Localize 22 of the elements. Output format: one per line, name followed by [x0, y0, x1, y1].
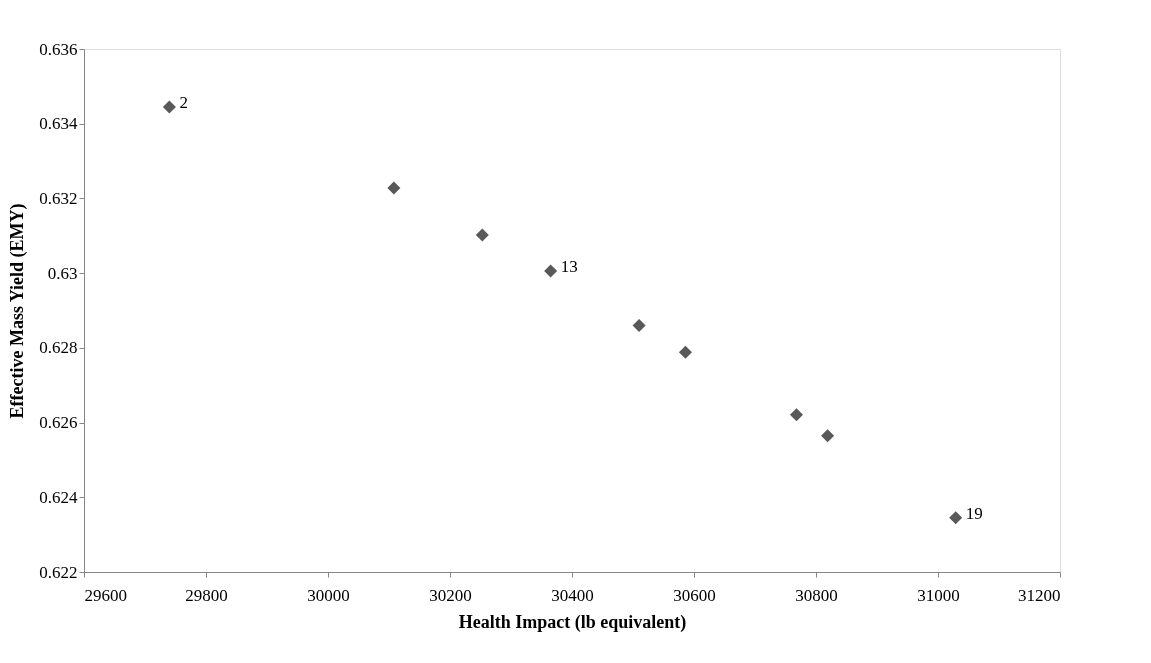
y-tick-label: 0.634	[39, 114, 78, 134]
y-tick-label: 0.636	[39, 39, 78, 59]
annotation: 2	[179, 92, 188, 112]
y-tick-label: 0.63	[47, 263, 78, 283]
x-tick-label: 29800	[185, 585, 228, 605]
y-tick-label: 0.624	[39, 487, 78, 507]
y-axis-title: Effective Mass Yield (EMY)	[7, 203, 29, 419]
annotation: 19	[965, 503, 983, 523]
y-tick-label: 0.632	[39, 188, 78, 208]
y-tick-label: 0.626	[39, 413, 78, 433]
annotation: 13	[560, 256, 578, 276]
x-tick-label: 29600	[84, 585, 127, 605]
y-tick-label: 0.622	[39, 562, 78, 582]
y-tick-label: 0.628	[39, 338, 78, 358]
x-tick-label: 30200	[429, 585, 472, 605]
x-tick-label: 30800	[795, 585, 838, 605]
x-tick-label: 30400	[551, 585, 594, 605]
x-tick-label: 31200	[1018, 585, 1061, 605]
x-tick-label: 31000	[917, 585, 960, 605]
x-tick-label: 30600	[673, 585, 716, 605]
x-tick-label: 30000	[307, 585, 350, 605]
x-axis-title: Health Impact (lb equivalent)	[458, 611, 687, 633]
